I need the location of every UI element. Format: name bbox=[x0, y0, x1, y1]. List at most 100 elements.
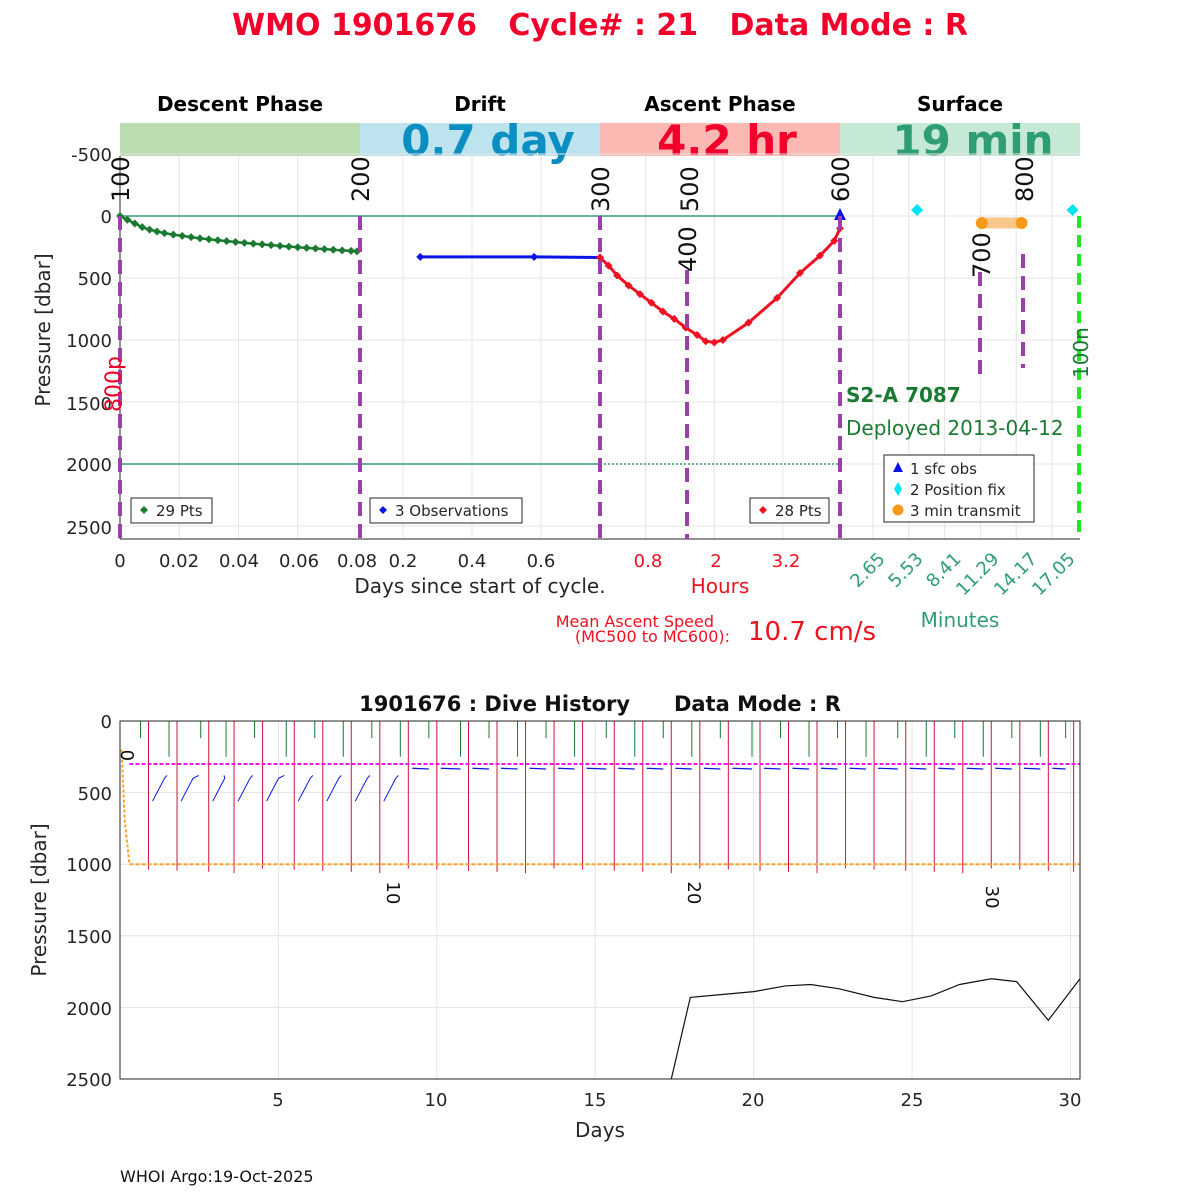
y-tick-label: 2000 bbox=[66, 999, 112, 1020]
hours-axis-label: Hours bbox=[691, 574, 750, 598]
legend-marker-triangle bbox=[893, 462, 903, 472]
x-tick-label: 11.29 bbox=[952, 549, 1003, 600]
legend-box bbox=[883, 454, 1035, 523]
legend-label: 29 Pts bbox=[156, 502, 203, 520]
x-tick-label: 0.6 bbox=[527, 551, 556, 572]
x-tick-label: 2.65 bbox=[846, 549, 889, 592]
drift-phase-bar bbox=[360, 123, 600, 156]
drift-segment bbox=[1052, 767, 1066, 770]
descent-point bbox=[284, 242, 293, 251]
drift-segment bbox=[675, 767, 692, 770]
mc100-label: 100 bbox=[107, 156, 135, 202]
x-tick-label: 2 bbox=[710, 551, 721, 572]
ascent-phase-title: Ascent Phase bbox=[644, 92, 795, 116]
drift-segment bbox=[703, 767, 721, 770]
drift-segment bbox=[180, 774, 199, 802]
ascent-point bbox=[596, 253, 604, 262]
drift-segment bbox=[792, 767, 810, 770]
y-tick-label: 1000 bbox=[66, 331, 112, 352]
dive-history-y-ticks: 0 500 1000 1500 2000 2500 bbox=[66, 712, 112, 1091]
drift-segment bbox=[152, 775, 168, 802]
legend-label: 28 Pts bbox=[775, 502, 822, 520]
descent-point bbox=[222, 237, 231, 246]
legend-label: 3 min transmit bbox=[910, 502, 1021, 520]
bottom-depth-line bbox=[670, 978, 1081, 1080]
descent-point bbox=[267, 241, 276, 250]
legend-box bbox=[130, 497, 213, 524]
y-tick-label: 500 bbox=[78, 269, 112, 290]
x-tick-label: 0.02 bbox=[159, 551, 199, 572]
cycle-number-labels: 0 10 20 30 bbox=[116, 750, 1002, 909]
y-tick-label: 1500 bbox=[66, 927, 112, 948]
cycle-number-label: 10 bbox=[382, 881, 403, 904]
surface-phase-title: Surface bbox=[917, 92, 1003, 116]
ascent-line bbox=[598, 227, 842, 345]
y-tick-label: 2000 bbox=[66, 455, 112, 476]
x-tick-label: 25 bbox=[901, 1090, 924, 1111]
drift-segment bbox=[849, 767, 867, 770]
y-tick-label: 500 bbox=[78, 784, 112, 805]
dive-history-x-ticks: 5 10 15 20 25 30 bbox=[272, 1090, 1081, 1111]
descent-point bbox=[153, 227, 162, 236]
descent-point bbox=[187, 233, 196, 242]
ascent-point bbox=[701, 337, 710, 346]
drift-x-ticks: 0.2 0.4 0.6 bbox=[389, 551, 556, 572]
ascent-point bbox=[624, 281, 633, 290]
drift-segment bbox=[763, 767, 781, 770]
float-deployed: Deployed 2013-04-12 bbox=[846, 416, 1064, 440]
mc400-label: 400 bbox=[674, 226, 702, 272]
ascent-point bbox=[647, 298, 656, 307]
ascent-duration: 4.2 hr bbox=[657, 116, 797, 165]
drift-point bbox=[416, 252, 425, 261]
descent-point bbox=[293, 243, 302, 252]
x-tick-label: 0.04 bbox=[219, 551, 259, 572]
legend-marker bbox=[140, 506, 148, 514]
x-tick-label: 0.08 bbox=[337, 551, 377, 572]
descent-point bbox=[145, 225, 154, 234]
dive-history-series bbox=[120, 721, 1081, 1080]
ascent-point bbox=[613, 271, 622, 280]
descent-point bbox=[347, 246, 356, 255]
transmit-point bbox=[1015, 217, 1028, 229]
drift-duration: 0.7 day bbox=[401, 116, 575, 165]
descent-x-ticks: 0 0.02 0.04 0.06 0.08 bbox=[114, 551, 377, 572]
descent-point bbox=[160, 229, 169, 238]
x-tick-label: 20 bbox=[742, 1090, 765, 1111]
sfc-obs-marker bbox=[834, 208, 846, 220]
legend-label: 3 Observations bbox=[395, 502, 509, 520]
descent-phase-bar bbox=[120, 123, 360, 156]
y-tick-label: 1500 bbox=[66, 394, 112, 415]
ascent-point bbox=[636, 290, 644, 299]
ascent-point bbox=[830, 236, 839, 245]
descent-point bbox=[204, 235, 213, 244]
drift-segment bbox=[938, 767, 955, 770]
ascent-series bbox=[596, 224, 844, 347]
drift-segment bbox=[297, 775, 314, 802]
drift-segment bbox=[646, 767, 664, 770]
ascent-speed-value: 10.7 cm/s bbox=[748, 617, 876, 647]
mc700-label: 700 bbox=[968, 232, 996, 278]
x-tick-label: 0.2 bbox=[389, 551, 418, 572]
drift-point bbox=[530, 252, 539, 261]
legend-marker-circle bbox=[892, 504, 904, 516]
transmit-point bbox=[975, 217, 988, 229]
descent-point bbox=[195, 234, 204, 243]
descent-point bbox=[275, 241, 284, 250]
drift-segment bbox=[878, 767, 898, 770]
descent-point bbox=[249, 239, 258, 248]
footer-credit: WHOI Argo:19-Oct-2025 bbox=[120, 1167, 314, 1186]
park-800p-label: 800p bbox=[102, 356, 127, 412]
surface-x-ticks: 2.65 5.53 8.41 11.29 14.17 17.05 bbox=[846, 549, 1079, 600]
mc200-label: 200 bbox=[347, 156, 375, 202]
x-tick-label: 15 bbox=[584, 1090, 607, 1111]
legend-label: 1 sfc obs bbox=[910, 460, 977, 478]
descent-point bbox=[240, 238, 249, 247]
legend-label: 2 Position fix bbox=[910, 481, 1006, 499]
x-tick-label: 10 bbox=[425, 1090, 448, 1111]
ascent-point bbox=[693, 331, 702, 340]
descent-phase-title: Descent Phase bbox=[157, 92, 323, 116]
dive-history-y-label: Pressure [dbar] bbox=[27, 823, 51, 976]
legend-marker bbox=[379, 506, 387, 514]
drift-segment bbox=[266, 774, 285, 802]
